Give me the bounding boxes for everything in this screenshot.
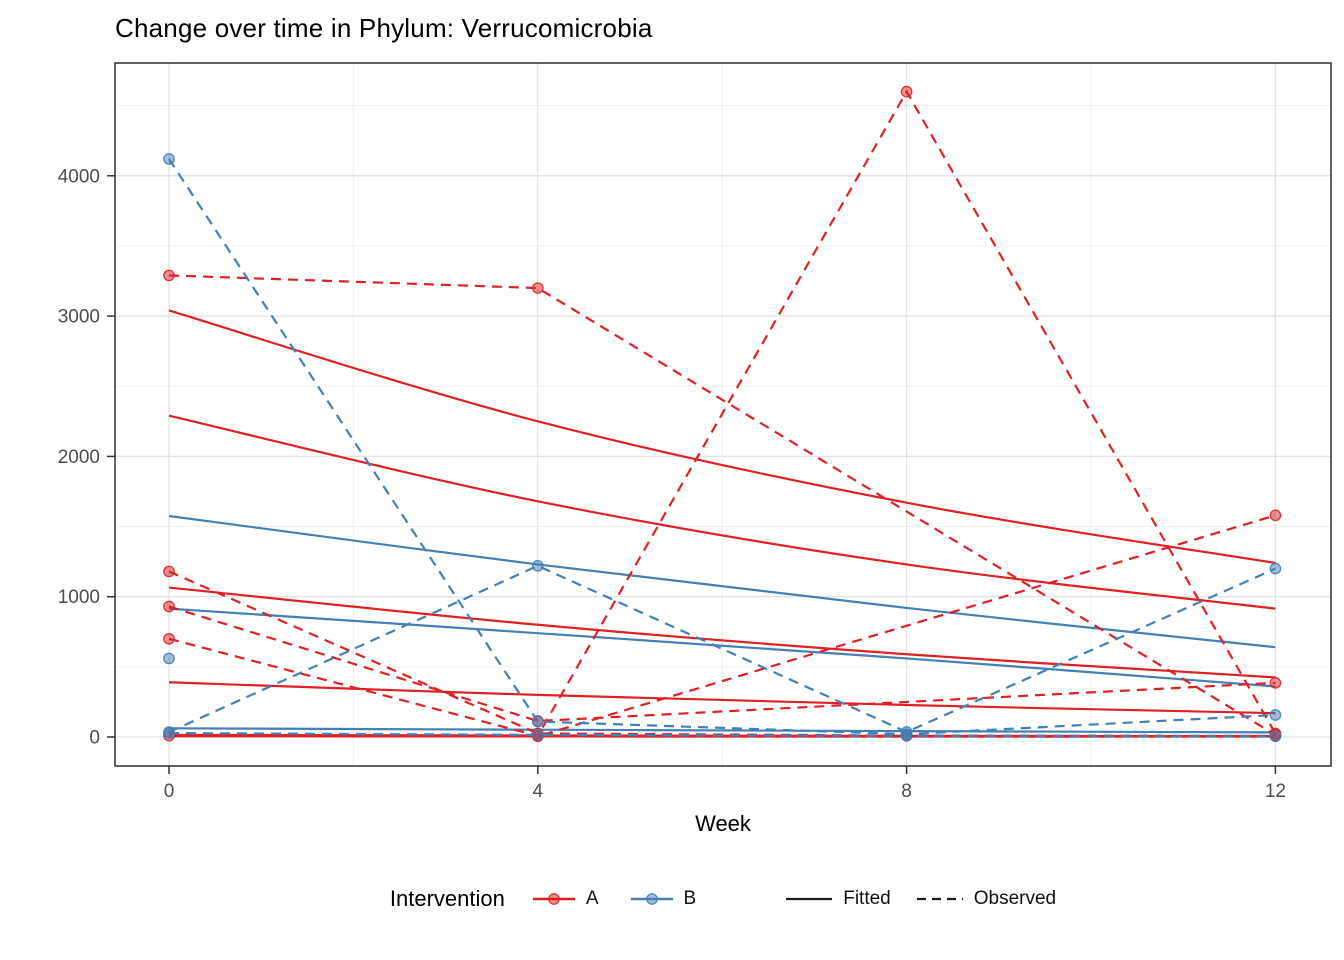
x-tick-label: 0: [164, 781, 175, 802]
panel-border: [114, 62, 1332, 767]
observed-linetype-key-icon: [916, 897, 963, 901]
observed-line-b: [168, 158, 1276, 736]
data-point-a: [900, 85, 913, 98]
x-tick-label: 4: [533, 781, 544, 802]
observed-line-a: [168, 274, 1276, 736]
x-axis-title: Week: [695, 811, 751, 836]
chart-legend: Intervention A B Fitted Observed: [115, 886, 1331, 912]
observed-line-a: [168, 605, 1276, 723]
y-tick-label: 0: [89, 728, 100, 749]
data-point-b: [1269, 730, 1282, 743]
y-tick-label: 1000: [58, 587, 100, 608]
data-point-b: [1269, 562, 1282, 575]
data-point-b: [1269, 709, 1282, 721]
data-point-b: [163, 652, 175, 665]
observed-line-a: [168, 89, 1277, 738]
x-tick-label: 8: [901, 781, 912, 802]
data-point-b: [163, 727, 175, 739]
observed-line-b: [168, 731, 1276, 738]
chart-title: Change over time in Phylum: Verrucomicro…: [115, 13, 653, 43]
data-point-a: [1269, 509, 1282, 522]
data-point-a: [163, 632, 175, 645]
fitted-line-a: [168, 586, 1276, 679]
fitted-line-b: [168, 607, 1276, 688]
legend-label-group-b: B: [683, 888, 697, 909]
x-tick-label: 12: [1265, 781, 1286, 802]
fitted-line-b: [168, 514, 1276, 649]
data-point-b: [531, 559, 544, 572]
data-point-a: [163, 269, 175, 282]
legend-item-observed: Observed: [915, 886, 1056, 912]
legend-label-group-a: A: [585, 888, 599, 909]
legend-title: Intervention: [389, 886, 505, 911]
observed-line-b: [168, 564, 1276, 734]
fitted-linetype-key-icon: [786, 897, 833, 901]
fitted-line-a: [168, 414, 1276, 610]
data-point-a: [163, 565, 175, 578]
y-tick-label: 4000: [58, 166, 100, 187]
data-point-a: [531, 282, 544, 294]
observed-line-a: [168, 514, 1276, 738]
data-point-a: [1269, 676, 1282, 689]
legend-label-fitted: Fitted: [843, 888, 891, 909]
legend-item-fitted: Fitted: [784, 886, 891, 912]
group-a-key-icon: [532, 893, 575, 905]
data-point-b: [900, 730, 913, 742]
data-point-b: [531, 715, 544, 728]
data-point-a: [163, 600, 175, 613]
fitted-line-b: [168, 727, 1276, 734]
legend-label-observed: Observed: [973, 888, 1057, 909]
data-point-b: [163, 153, 175, 165]
legend-item-group-a: A: [531, 886, 599, 912]
fitted-line-a: [168, 681, 1276, 715]
y-tick-label: 2000: [58, 447, 100, 468]
y-tick-label: 3000: [58, 307, 100, 328]
legend-item-group-b: B: [629, 886, 697, 912]
fitted-line-a: [168, 309, 1276, 565]
group-b-key-icon: [630, 893, 673, 905]
data-point-b: [531, 729, 544, 741]
